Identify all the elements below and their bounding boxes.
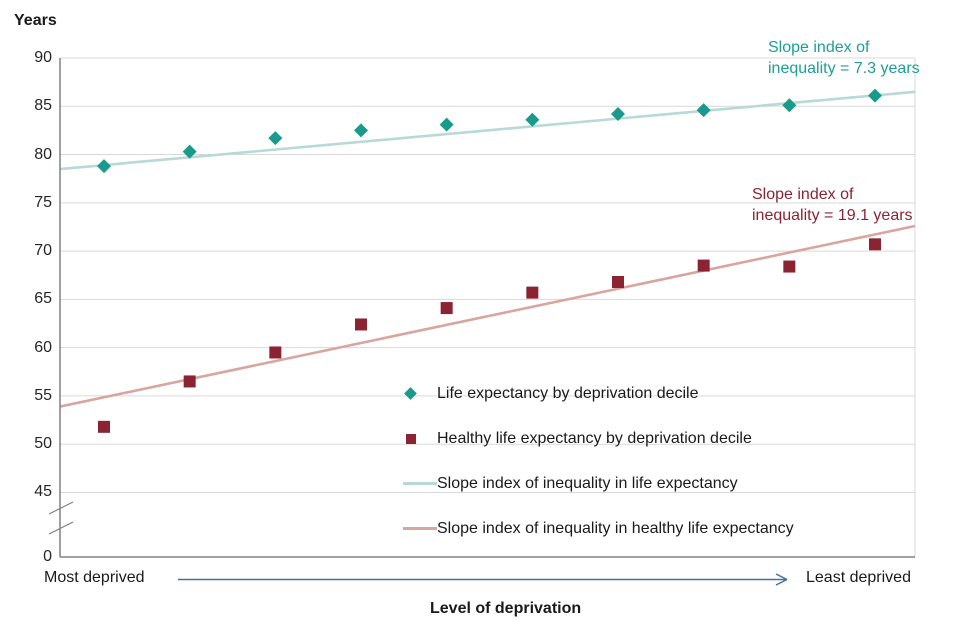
hle-data-point [783, 260, 796, 273]
le-sii-annotation-line1: Slope index of [768, 39, 870, 56]
y-tick-label: 85 [34, 97, 52, 115]
y-tick-label: 45 [34, 483, 52, 501]
legend: Life expectancy by deprivation decile He… [403, 371, 794, 551]
le-data-point [782, 98, 797, 113]
hle-trend-line [59, 224, 916, 408]
le-data-point [868, 88, 882, 103]
y-tick-label: 60 [34, 338, 52, 356]
hle-data-point [440, 302, 453, 315]
legend-label: Slope index of inequality in healthy lif… [437, 519, 794, 537]
le-data-point [268, 131, 283, 146]
legend-label: Slope index of inequality in life expect… [437, 474, 738, 492]
hle-data-point [697, 259, 710, 272]
legend-item-sii-life-expectancy: Slope index of inequality in life expect… [403, 461, 794, 506]
hle-data-point [869, 238, 881, 251]
legend-item-sii-healthy-life-expectancy: Slope index of inequality in healthy lif… [403, 506, 794, 551]
axis-break-mark [48, 501, 74, 515]
axis-break-mark [48, 521, 74, 535]
hle-data-point [612, 275, 624, 288]
square-marker-icon [403, 433, 437, 444]
legend-item-life-expectancy: Life expectancy by deprivation decile [403, 371, 794, 416]
hle-sii-annotation-line1: Slope index of [752, 186, 854, 203]
hle-data-point [183, 375, 196, 388]
y-tick-label: 0 [43, 548, 52, 565]
le-data-point [354, 123, 368, 138]
hle-sii-annotation-line2: inequality = 19.1 years [752, 207, 913, 224]
le-trend-line [59, 90, 916, 171]
le-sii-annotation-line2: inequality = 7.3 years [768, 60, 920, 77]
pink-line-icon [403, 527, 437, 530]
deprivation-arrow-head [775, 578, 788, 586]
x-axis-title: Level of deprivation [430, 600, 582, 617]
hle-data-point [355, 318, 367, 331]
le-sii-annotation: Slope index of inequality = 7.3 years [768, 37, 920, 79]
y-tick-label: 55 [34, 386, 52, 404]
hle-sii-annotation: Slope index of inequality = 19.1 years [752, 184, 913, 226]
x-axis-label-most-deprived: Most deprived [44, 569, 145, 586]
x-axis-label-least-deprived: Least deprived [806, 569, 911, 586]
y-tick-label: 80 [34, 145, 52, 163]
y-tick-label: 70 [34, 242, 52, 260]
le-data-point [696, 103, 711, 118]
legend-label: Healthy life expectancy by deprivation d… [437, 429, 752, 447]
le-data-point [97, 159, 111, 174]
le-data-point [182, 144, 197, 159]
le-data-point [439, 117, 454, 132]
legend-label: Life expectancy by deprivation decile [437, 384, 699, 402]
diamond-marker-icon [403, 387, 437, 400]
legend-item-healthy-life-expectancy: Healthy life expectancy by deprivation d… [403, 416, 794, 461]
le-data-point [611, 106, 625, 121]
le-data-point [525, 112, 540, 127]
y-tick-label: 50 [34, 435, 52, 453]
hle-data-point [526, 286, 539, 299]
hle-data-point [269, 346, 282, 359]
teal-line-icon [403, 482, 437, 485]
y-tick-label: 65 [34, 290, 52, 308]
hle-data-point [98, 420, 110, 433]
y-tick-label: 75 [34, 193, 52, 211]
deprivation-arrow-head [775, 573, 788, 581]
y-tick-label: 90 [34, 49, 52, 66]
y-axis-title: Years [14, 12, 57, 29]
